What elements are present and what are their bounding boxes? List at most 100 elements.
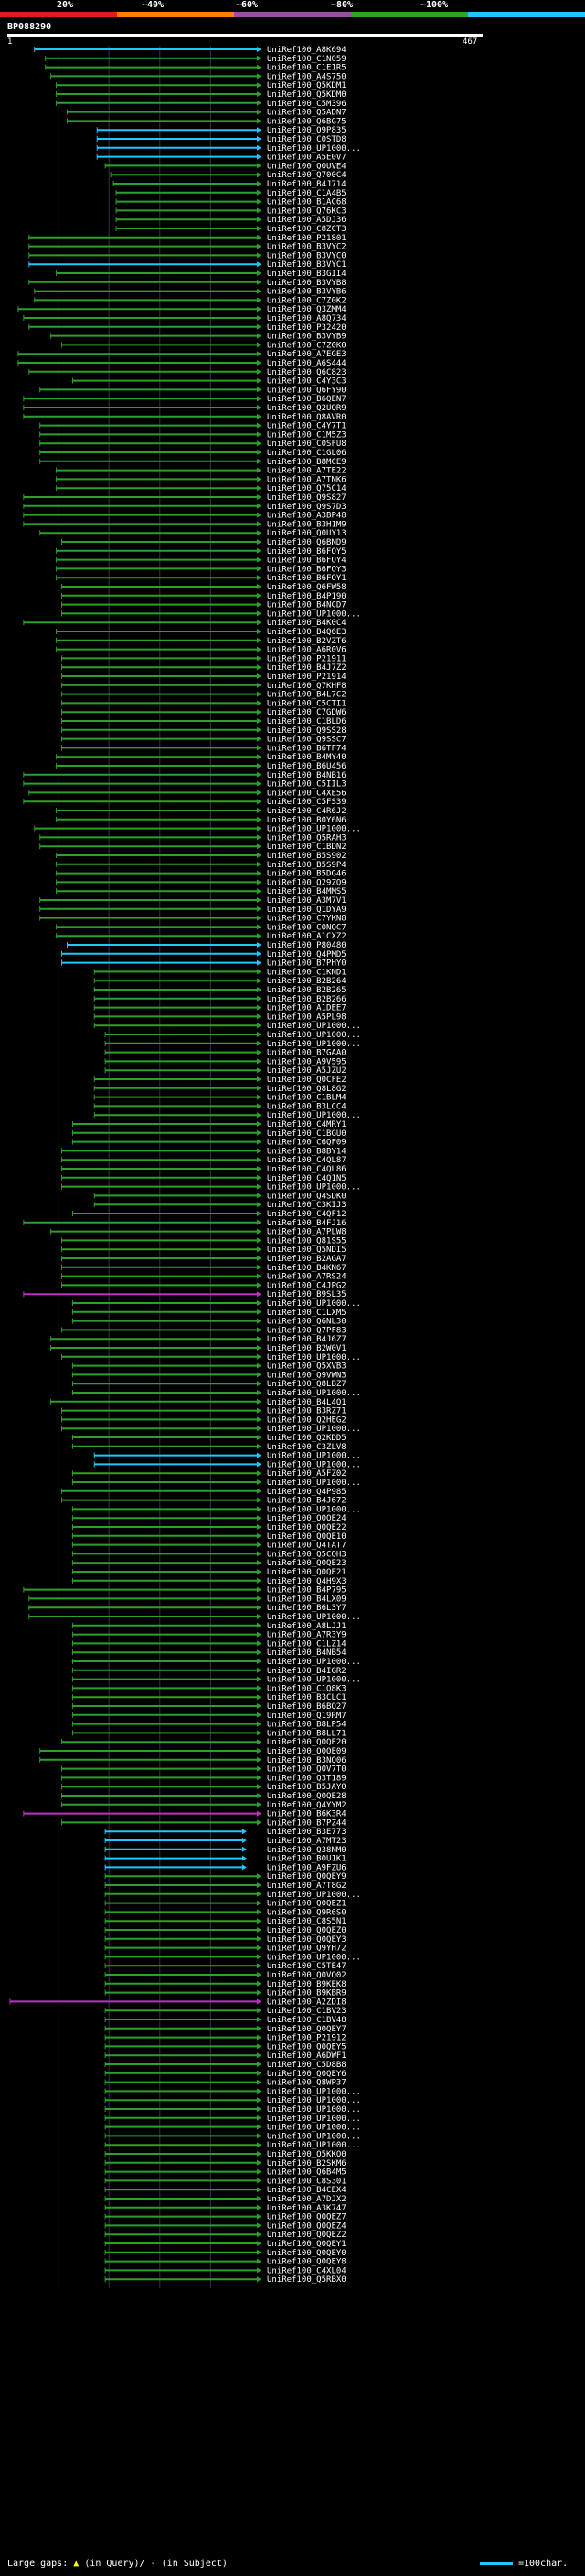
hit-label[interactable]: UniRef100_B7GAA0 <box>267 1049 346 1058</box>
hit-label[interactable]: UniRef100_Q0CFE2 <box>267 1076 346 1085</box>
hit-label[interactable]: UniRef100_Q8LBZ7 <box>267 1380 346 1389</box>
hit-label[interactable]: UniRef100_C3KIJ3 <box>267 1201 346 1210</box>
hit-label[interactable]: UniRef100_B4P190 <box>267 592 346 601</box>
hit-label[interactable]: UniRef100_A9FZU6 <box>267 1863 346 1872</box>
hit-label[interactable]: UniRef100_Q5XVB3 <box>267 1362 346 1372</box>
hit-label[interactable]: UniRef100_B4IGR2 <box>267 1667 346 1676</box>
hit-label[interactable]: UniRef100_Q7KHF8 <box>267 682 346 691</box>
hit-label[interactable]: UniRef100_B4MMS5 <box>267 887 346 896</box>
hit-label[interactable]: UniRef100_A5JZU2 <box>267 1066 346 1076</box>
hit-label[interactable]: UniRef100_Q0QE22 <box>267 1523 346 1532</box>
hit-label[interactable]: UniRef100_B4P795 <box>267 1586 346 1595</box>
hit-label[interactable]: UniRef100_B6FOY4 <box>267 557 346 566</box>
hit-label[interactable]: UniRef100_Q9SS28 <box>267 726 346 736</box>
hit-label[interactable]: UniRef100_B3GII4 <box>267 270 346 279</box>
hit-label[interactable]: UniRef100_B4NCD7 <box>267 601 346 610</box>
hit-label[interactable]: UniRef100_C1E1R5 <box>267 64 346 73</box>
hit-label[interactable]: UniRef100_B9KEK8 <box>267 1980 346 1989</box>
hit-label[interactable]: UniRef100_Q6BND9 <box>267 538 346 547</box>
hit-label[interactable]: UniRef100_C1LXM5 <box>267 1309 346 1318</box>
hit-label[interactable]: UniRef100_UP1000... <box>267 2087 361 2096</box>
hit-label[interactable]: UniRef100_Q2KDD5 <box>267 1434 346 1443</box>
hit-label[interactable]: UniRef100_A1DEE7 <box>267 1004 346 1013</box>
hit-label[interactable]: UniRef100_Q19RM7 <box>267 1712 346 1721</box>
hit-label[interactable]: UniRef100_UP1000... <box>267 2096 361 2105</box>
hit-label[interactable]: UniRef100_Q5RBX0 <box>267 2275 346 2284</box>
hit-label[interactable]: UniRef100_UP1000... <box>267 825 361 834</box>
hit-label[interactable]: UniRef100_Q4P985 <box>267 1488 346 1497</box>
hit-label[interactable]: UniRef100_Q2HEG2 <box>267 1415 346 1425</box>
hit-label[interactable]: UniRef100_Q5KKQ0 <box>267 2150 346 2159</box>
hit-label[interactable]: UniRef100_C4R6J2 <box>267 807 346 816</box>
hit-label[interactable]: UniRef100_B6U456 <box>267 762 346 771</box>
hit-label[interactable]: UniRef100_Q9P835 <box>267 126 346 135</box>
hit-label[interactable]: UniRef100_A5PL98 <box>267 1012 346 1022</box>
hit-label[interactable]: UniRef100_P21911 <box>267 654 346 663</box>
hit-label[interactable]: UniRef100_A7TE22 <box>267 467 346 476</box>
hit-label[interactable]: UniRef100_C1BDN2 <box>267 843 346 852</box>
hit-label[interactable]: UniRef100_B3VYB9 <box>267 333 346 342</box>
hit-label[interactable]: UniRef100_A7PLW8 <box>267 1228 346 1237</box>
hit-label[interactable]: UniRef100_Q6FY90 <box>267 386 346 395</box>
hit-label[interactable]: UniRef100_B4KN67 <box>267 1264 346 1273</box>
hit-label[interactable]: UniRef100_Q9SSC7 <box>267 736 346 745</box>
hit-label[interactable]: UniRef100_B2AGA7 <box>267 1255 346 1264</box>
hit-label[interactable]: UniRef100_A7T8G2 <box>267 1882 346 1891</box>
hit-label[interactable]: UniRef100_B5DG46 <box>267 870 346 879</box>
hit-label[interactable]: UniRef100_B9KBR9 <box>267 1989 346 1998</box>
hit-label[interactable]: UniRef100_Q0V7T0 <box>267 1765 346 1775</box>
hit-label[interactable]: UniRef100_Q700C4 <box>267 171 346 180</box>
hit-label[interactable]: UniRef100_Q0QEY8 <box>267 2258 346 2267</box>
hit-label[interactable]: UniRef100_B3VYB8 <box>267 279 346 288</box>
hit-label[interactable]: UniRef100_Q0QEZ4 <box>267 2221 346 2231</box>
hit-label[interactable]: UniRef100_C5IIL3 <box>267 780 346 790</box>
hit-label[interactable]: UniRef100_C8S301 <box>267 2177 346 2186</box>
hit-label[interactable]: UniRef100_P21912 <box>267 2034 346 2043</box>
hit-label[interactable]: UniRef100_B3VYC2 <box>267 243 346 252</box>
hit-label[interactable]: UniRef100_C1A4B5 <box>267 189 346 198</box>
hit-label[interactable]: UniRef100_A7RS24 <box>267 1273 346 1282</box>
hit-label[interactable]: UniRef100_A6DWF1 <box>267 2051 346 2061</box>
hit-label[interactable]: UniRef100_UP1000... <box>267 1658 361 1667</box>
hit-label[interactable]: UniRef100_B1AC68 <box>267 198 346 207</box>
hit-label[interactable]: UniRef100_C5CTI1 <box>267 699 346 708</box>
hit-label[interactable]: UniRef100_A7R3Y9 <box>267 1631 346 1640</box>
hit-label[interactable]: UniRef100_Q1DYA9 <box>267 906 346 915</box>
hit-label[interactable]: UniRef100_A8LJJ1 <box>267 1622 346 1631</box>
hit-label[interactable]: UniRef100_B4CEX4 <box>267 2186 346 2195</box>
hit-label[interactable]: UniRef100_P80480 <box>267 941 346 950</box>
hit-label[interactable]: UniRef100_C0SFU8 <box>267 440 346 449</box>
hit-label[interactable]: UniRef100_Q5CQH3 <box>267 1550 346 1559</box>
hit-label[interactable]: UniRef100_UP1000... <box>267 1460 361 1469</box>
hit-label[interactable]: UniRef100_UP1000... <box>267 1891 361 1900</box>
hit-label[interactable]: UniRef100_Q8AVR0 <box>267 413 346 422</box>
hit-label[interactable]: UniRef100_P32420 <box>267 323 346 333</box>
hit-label[interactable]: UniRef100_B2B264 <box>267 977 346 986</box>
hit-label[interactable]: UniRef100_B4J714 <box>267 180 346 189</box>
hit-label[interactable]: UniRef100_B4L7C2 <box>267 691 346 700</box>
hit-label[interactable]: UniRef100_A5E0V7 <box>267 154 346 163</box>
hit-label[interactable]: UniRef100_B8LP54 <box>267 1721 346 1730</box>
hit-label[interactable]: UniRef100_B7PZ44 <box>267 1818 346 1828</box>
hit-label[interactable]: UniRef100_B6FOY1 <box>267 574 346 583</box>
hit-label[interactable]: UniRef100_Q9S7D3 <box>267 503 346 512</box>
hit-label[interactable]: UniRef100_Q0QE21 <box>267 1568 346 1577</box>
hit-label[interactable]: UniRef100_Q8L8G2 <box>267 1085 346 1094</box>
hit-label[interactable]: UniRef100_B3VYC1 <box>267 260 346 270</box>
hit-label[interactable]: UniRef100_Q0QE24 <box>267 1514 346 1523</box>
hit-label[interactable]: UniRef100_C4QL87 <box>267 1156 346 1165</box>
hit-label[interactable]: UniRef100_UP1000... <box>267 144 361 154</box>
hit-label[interactable]: UniRef100_Q6FW58 <box>267 583 346 592</box>
hit-label[interactable]: UniRef100_UP1000... <box>267 1479 361 1488</box>
hit-label[interactable]: UniRef100_UP1000... <box>267 2132 361 2141</box>
hit-label[interactable]: UniRef100_Q4H9X3 <box>267 1577 346 1586</box>
hit-label[interactable]: UniRef100_Q0QEY7 <box>267 2025 346 2034</box>
hit-label[interactable]: UniRef100_Q5KDM1 <box>267 81 346 90</box>
hit-label[interactable]: UniRef100_B6QEN7 <box>267 395 346 404</box>
hit-label[interactable]: UniRef100_C4QF12 <box>267 1210 346 1219</box>
hit-label[interactable]: UniRef100_A7TNK6 <box>267 475 346 484</box>
hit-label[interactable]: UniRef100_B6FOY5 <box>267 547 346 557</box>
hit-label[interactable]: UniRef100_C4XL04 <box>267 2266 346 2275</box>
hit-label[interactable]: UniRef100_Q3T189 <box>267 1774 346 1783</box>
hit-label[interactable]: UniRef100_B3E773 <box>267 1828 346 1837</box>
